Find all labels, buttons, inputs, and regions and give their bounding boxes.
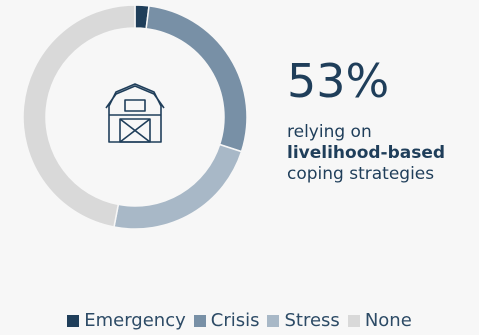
stat-caption: relying on livelihood-based coping strat… [287,122,477,185]
stat-value: 53% [287,54,390,108]
donut-chart [22,4,248,230]
legend-swatch-crisis [193,314,206,327]
legend-label-crisis: Crisis [210,310,260,331]
legend-item-none: None [347,310,412,331]
legend-swatch-none [347,314,360,327]
caption-line-2: livelihood-based [287,143,446,163]
legend-label-emergency: Emergency [84,310,186,331]
donut-slice-stress [113,143,243,230]
legend-item-crisis: Crisis [193,310,260,331]
legend-swatch-stress [267,314,280,327]
legend-item-stress: Stress [267,310,340,331]
donut-slice-none [22,4,136,228]
legend-swatch-emergency [67,314,80,327]
barn-icon [105,83,165,143]
legend-label-none: None [364,310,412,331]
caption-line-3: coping strategies [287,164,435,184]
caption-line-1: relying on [287,122,372,142]
legend-item-emergency: Emergency [67,310,186,331]
legend-label-stress: Stress [284,310,340,331]
chart-legend: Emergency Crisis Stress None [0,310,479,331]
